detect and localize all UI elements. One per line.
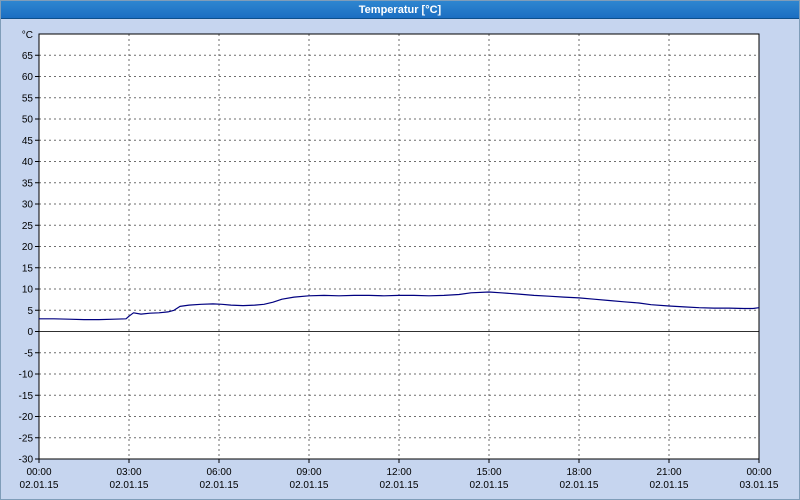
- x-tick-date-label: 03.01.15: [740, 480, 779, 491]
- chart-canvas: 65605550454035302520151050-5-10-15-20-25…: [19, 30, 779, 491]
- x-tick-date-label: 02.01.15: [560, 480, 599, 491]
- y-tick-label: 55: [22, 93, 34, 104]
- y-tick-label: -10: [19, 370, 34, 381]
- x-tick-time-label: 18:00: [566, 467, 591, 478]
- x-tick-time-label: 21:00: [656, 467, 681, 478]
- y-tick-label: 20: [22, 242, 34, 253]
- y-axis-unit-label: °C: [22, 30, 33, 41]
- x-tick-date-label: 02.01.15: [380, 480, 419, 491]
- y-tick-label: -15: [19, 391, 34, 402]
- y-tick-label: 45: [22, 136, 34, 147]
- y-tick-label: -5: [24, 348, 33, 359]
- chart-title: Temperatur [°C]: [1, 1, 799, 19]
- y-tick-label: -25: [19, 433, 34, 444]
- x-tick-time-label: 09:00: [296, 467, 321, 478]
- y-tick-label: 30: [22, 200, 34, 211]
- y-tick-label: 25: [22, 221, 34, 232]
- x-tick-date-label: 02.01.15: [20, 480, 59, 491]
- y-tick-label: 10: [22, 285, 34, 296]
- y-tick-label: 40: [22, 157, 34, 168]
- plot-frame: [38, 33, 760, 460]
- temperature-chart: 65 60 55 50 45 40 35 30 25 20 15 10 5 0 -5 -10 -15 -20 -25…: [1, 19, 799, 499]
- y-tick-label: 60: [22, 72, 34, 83]
- x-tick-date-label: 02.01.15: [290, 480, 329, 491]
- y-tick-label: 0: [27, 327, 33, 338]
- y-tick-label: 5: [27, 306, 33, 317]
- x-tick-time-label: 03:00: [116, 467, 141, 478]
- y-tick-label: 15: [22, 263, 34, 274]
- x-tick-date-label: 02.01.15: [200, 480, 239, 491]
- x-tick-date-label: 02.01.15: [110, 480, 149, 491]
- y-tick-label: -20: [19, 412, 34, 423]
- x-tick-time-label: 15:00: [476, 467, 501, 478]
- x-tick-time-label: 00:00: [746, 467, 771, 478]
- y-tick-label: 50: [22, 115, 34, 126]
- x-tick-date-label: 02.01.15: [470, 480, 509, 491]
- y-tick-label: 35: [22, 178, 34, 189]
- x-tick-time-label: 12:00: [386, 467, 411, 478]
- x-tick-time-label: 00:00: [26, 467, 51, 478]
- x-tick-date-label: 02.01.15: [650, 480, 689, 491]
- x-tick-time-label: 06:00: [206, 467, 231, 478]
- y-tick-label: -30: [19, 455, 34, 466]
- temperature-line: [39, 291, 760, 321]
- y-tick-label: 65: [22, 51, 34, 62]
